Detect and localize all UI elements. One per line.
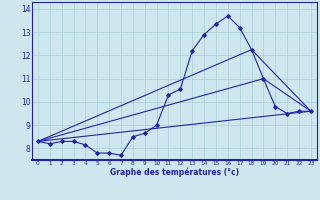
X-axis label: Graphe des températures (°c): Graphe des températures (°c) xyxy=(110,168,239,177)
